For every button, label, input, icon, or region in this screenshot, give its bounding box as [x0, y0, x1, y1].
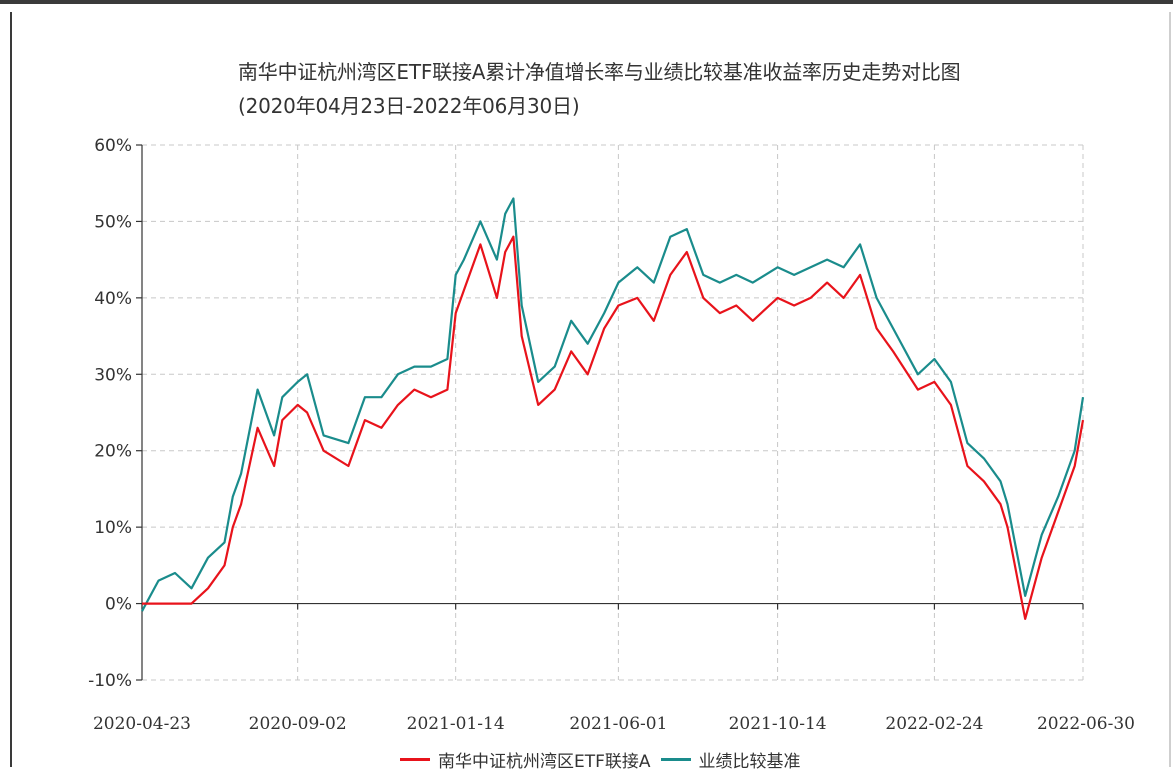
legend-swatch-benchmark: [660, 757, 691, 761]
x-tick-label: 2020-04-23: [93, 714, 191, 734]
y-axis-ticks: 60% 50% 40% 30% 20% 10% 0% -10%: [88, 136, 142, 691]
left-border: [10, 12, 12, 767]
x-tick-label: 2021-01-14: [407, 714, 505, 734]
legend-label-benchmark: 业绩比较基准: [698, 751, 801, 772]
grid-lines: [141, 144, 1084, 681]
y-tick-label: 30%: [94, 365, 132, 385]
series-lines: [141, 197, 1085, 621]
top-border: [0, 0, 1173, 4]
x-tick-label: 2022-02-24: [885, 714, 983, 734]
y-tick-label: 0%: [105, 595, 132, 615]
y-tick-label: 10%: [94, 518, 132, 538]
legend-swatch-fund: [400, 757, 430, 761]
y-tick-label: 40%: [94, 289, 132, 309]
series-line-fund: [142, 235, 1085, 621]
x-tick-label: 2021-06-01: [569, 714, 667, 734]
axes: [141, 145, 1083, 680]
y-tick-label: 20%: [94, 442, 132, 462]
x-tick-label: 2020-09-02: [249, 714, 347, 734]
x-tick-label: 2021-10-14: [729, 714, 827, 734]
y-tick-label: 60%: [94, 136, 132, 156]
series-line-benchmark: [141, 197, 1085, 612]
y-tick-label: -10%: [88, 671, 132, 691]
y-tick-label: 50%: [94, 212, 132, 232]
x-axis-ticks: 2020-04-23 2020-09-02 2021-01-14 2021-06-01…: [93, 603, 1135, 734]
chart-title: 南华中证杭州湾区ETF联接A累计净值增长率与业绩比较基准收益率历史走势对比图: [238, 60, 961, 84]
chart-subtitle: (2020年04月23日-2022年06月30日): [238, 94, 580, 118]
legend-label-fund: 南华中证杭州湾区ETF联接A: [438, 751, 651, 772]
x-tick-label: 2022-06-30: [1037, 714, 1135, 734]
legend-item-benchmark: 业绩比较基准: [660, 747, 801, 772]
legend-item-fund: 南华中证杭州湾区ETF联接A: [400, 747, 651, 772]
right-border: [1169, 12, 1171, 767]
